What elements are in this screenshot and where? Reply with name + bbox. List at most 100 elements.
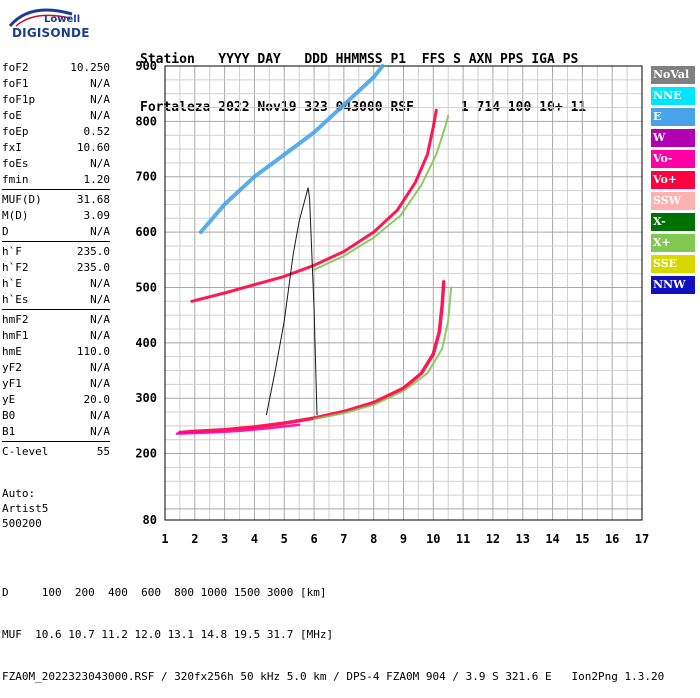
param-row: C-level 55 (2, 444, 110, 460)
param-value: 3.09 (83, 209, 111, 222)
ionospheric-parameters: foF2 10.250 foF1 N/A foF1p N/A foE N/A foEp 0.52 f… (2, 60, 110, 460)
param-name: foE (2, 109, 22, 122)
footer-file-info: FZA0M_2022323043000.RSF / 320fx256h 50 k… (2, 670, 665, 683)
param-separator (2, 189, 110, 190)
x-tick-label: 4 (251, 532, 258, 546)
param-name: B1 (2, 425, 16, 438)
logo-text-digisonde: DIGISONDE (12, 26, 90, 40)
param-row: M(D) 3.09 (2, 208, 110, 224)
param-value: N/A (90, 93, 110, 106)
param-row: foEp 0.52 (2, 124, 110, 140)
param-value: N/A (90, 313, 110, 326)
x-tick-label: 16 (605, 532, 619, 546)
param-row: yF1 N/A (2, 376, 110, 392)
y-tick-label: 200 (135, 447, 157, 461)
param-name: h`F2 (2, 261, 29, 274)
param-row: foF1p N/A (2, 92, 110, 108)
param-row: fmin 1.20 (2, 172, 110, 188)
param-row: D N/A (2, 224, 110, 240)
legend-item-sse: SSE (651, 255, 695, 273)
x-tick-label: 7 (340, 532, 347, 546)
param-name: MUF(D) (2, 193, 42, 206)
param-name: hmF2 (2, 313, 29, 326)
param-row: hmF1 N/A (2, 328, 110, 344)
param-value: N/A (90, 225, 110, 238)
param-row: MUF(D) 31.68 (2, 192, 110, 208)
param-row: fxI 10.60 (2, 140, 110, 156)
param-value: 20.0 (83, 393, 111, 406)
param-name: fmin (2, 173, 29, 186)
legend-item-x-: X- (651, 213, 695, 231)
param-name: fxI (2, 141, 22, 154)
param-value: N/A (90, 361, 110, 374)
trace-series-3 (190, 108, 438, 303)
param-value: 1.20 (83, 173, 111, 186)
param-name: M(D) (2, 209, 29, 222)
param-name: B0 (2, 409, 16, 422)
param-name: h`E (2, 277, 22, 290)
footer-muf-row: MUF 10.6 10.7 11.2 12.0 13.1 14.8 19.5 3… (2, 628, 334, 641)
auto-label: Auto: (2, 487, 36, 500)
param-separator (2, 441, 110, 442)
param-name: foF1 (2, 77, 29, 90)
legend-item-e: E (651, 108, 695, 126)
footer: D 100 200 400 600 800 1000 1500 3000 [km… (2, 558, 664, 698)
x-tick-label: 13 (516, 532, 530, 546)
param-row: yE 20.0 (2, 392, 110, 408)
y-tick-label: 400 (135, 336, 157, 350)
x-tick-label: 9 (400, 532, 407, 546)
logo-arc-icon (8, 8, 73, 27)
auto-software: Artist5 (2, 502, 49, 515)
param-name: h`Es (2, 293, 29, 306)
param-row: h`Es N/A (2, 292, 110, 308)
param-row: foF2 10.250 (2, 60, 110, 76)
param-value: N/A (90, 425, 110, 438)
param-value: N/A (90, 109, 110, 122)
param-name: foF1p (2, 93, 36, 106)
param-value: N/A (90, 329, 110, 342)
param-value: N/A (90, 377, 110, 390)
legend-item-vo-: Vo+ (651, 171, 695, 189)
legend-item-vo-: Vo- (651, 150, 695, 168)
trace-series-0 (178, 280, 446, 435)
y-tick-label: 300 (135, 391, 157, 405)
param-separator (2, 309, 110, 310)
y-tick-label: 800 (135, 114, 157, 128)
trace-series-1 (313, 286, 453, 421)
trace-series-2 (175, 423, 301, 435)
lowell-digisonde-logo: Lowell DIGISONDE (4, 4, 89, 44)
param-row: B1 N/A (2, 424, 110, 440)
x-tick-label: 11 (456, 532, 470, 546)
ionogram-chart: 1 2 3 4 5 6 7 8 9 10 11 12 13 14 15 16 17802003004005006… (135, 59, 649, 546)
param-value: 31.68 (76, 193, 110, 206)
param-name: yF2 (2, 361, 22, 374)
logo-text-lowell: Lowell (44, 14, 81, 25)
param-value: 235.0 (76, 245, 110, 258)
param-name: hmF1 (2, 329, 29, 342)
x-tick-label: 12 (486, 532, 500, 546)
x-tick-label: 6 (310, 532, 317, 546)
x-tick-label: 8 (370, 532, 377, 546)
param-row: B0 N/A (2, 408, 110, 424)
param-row: foEs N/A (2, 156, 110, 172)
auto-version: 500200 (2, 517, 42, 530)
param-row: h`F2 235.0 (2, 260, 110, 276)
x-tick-label: 2 (191, 532, 198, 546)
x-tick-label: 3 (221, 532, 228, 546)
x-tick-label: 14 (545, 532, 559, 546)
legend-item-nne: NNE (651, 87, 695, 105)
x-tick-label: 10 (426, 532, 440, 546)
param-row: h`F 235.0 (2, 244, 110, 260)
x-tick-label: 15 (575, 532, 589, 546)
plot-frame (164, 65, 643, 521)
param-name: hmE (2, 345, 22, 358)
header-labels: Station YYYY DAY DDD HHMMSS P1 FFS S AXN… (140, 52, 579, 67)
param-name: yE (2, 393, 16, 406)
param-name: yF1 (2, 377, 22, 390)
param-row: foE N/A (2, 108, 110, 124)
param-value: 55 (96, 445, 110, 458)
param-value: N/A (90, 293, 110, 306)
param-value: 10.250 (70, 61, 110, 74)
param-value: 10.60 (76, 141, 110, 154)
param-name: foEs (2, 157, 29, 170)
